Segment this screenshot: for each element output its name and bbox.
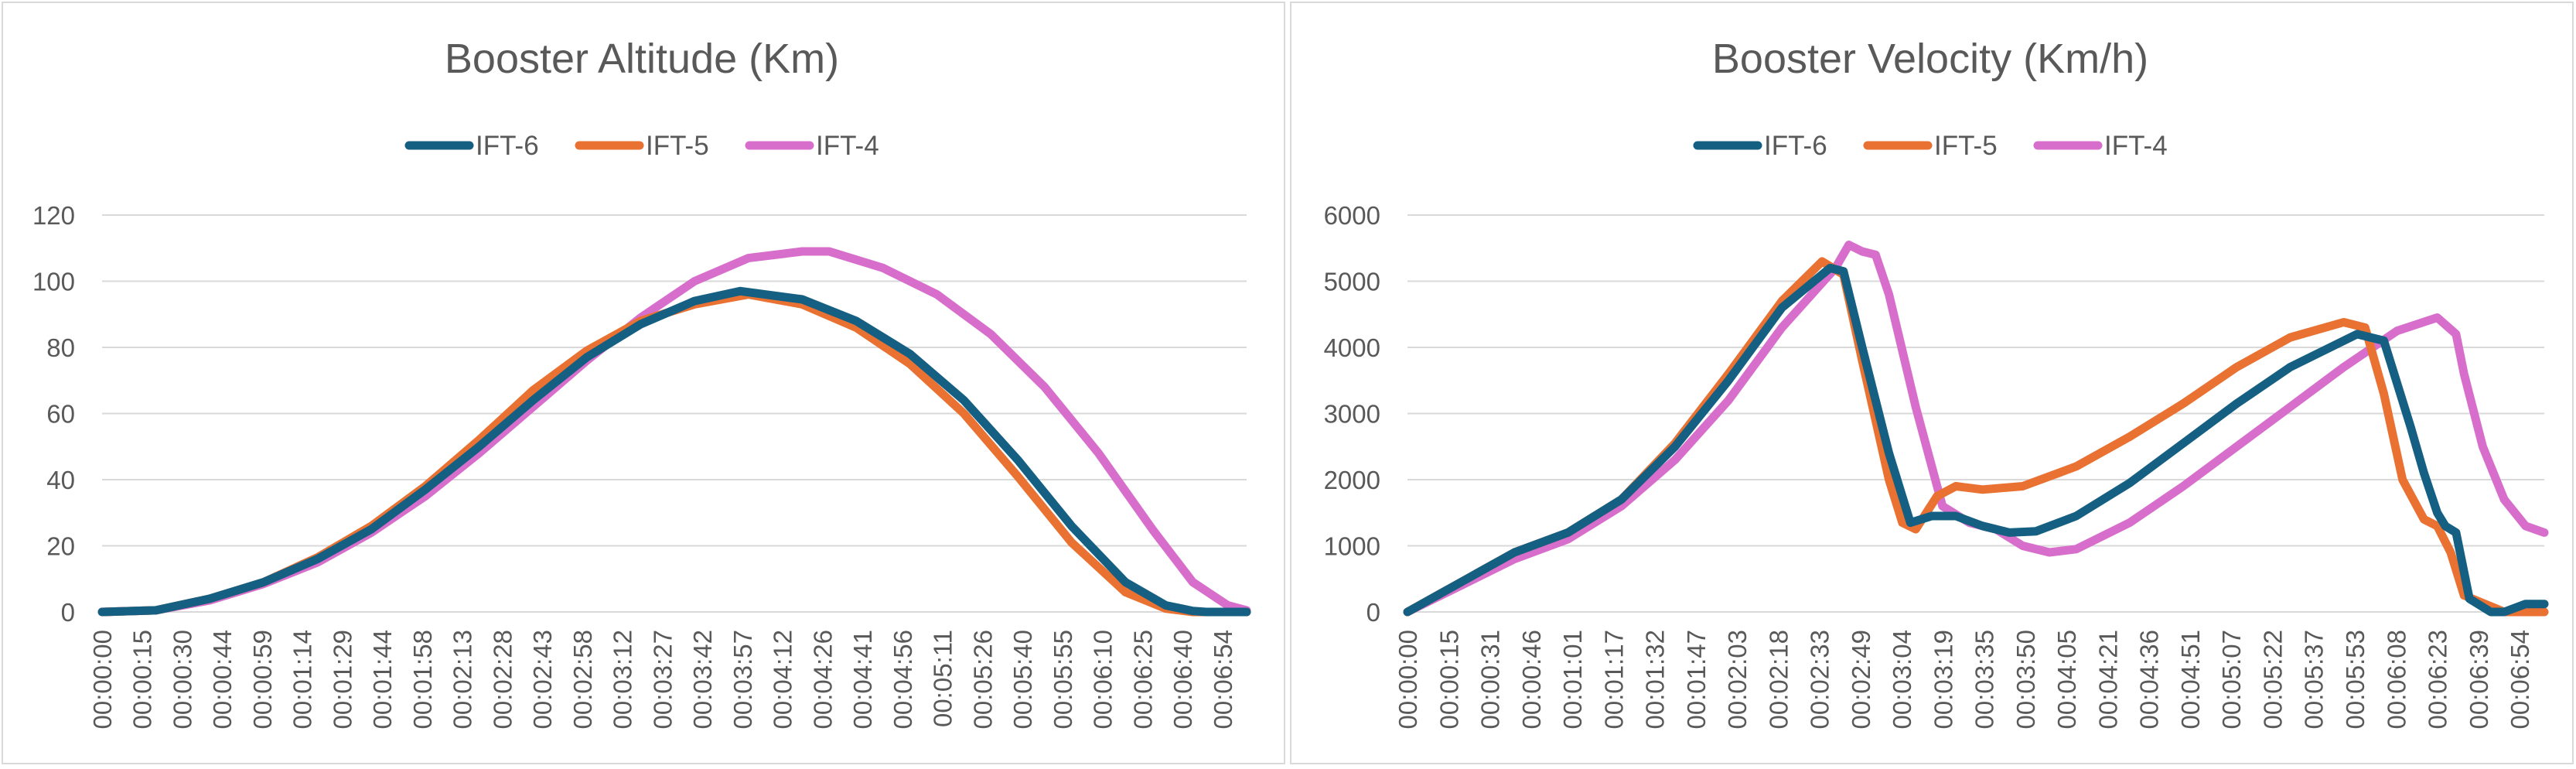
- legend-item: IFT-6: [1693, 131, 1827, 161]
- legend-label: IFT-5: [1934, 131, 1998, 161]
- x-tick-label: 00:05:55: [1049, 630, 1077, 729]
- legend-item: IFT-4: [2033, 131, 2168, 161]
- x-tick-label: 00:05:37: [2300, 630, 2329, 729]
- x-tick-label: 00:04:36: [2135, 630, 2164, 729]
- y-tick-label: 120: [32, 201, 75, 230]
- x-tick-label: 00:02:43: [528, 630, 557, 729]
- legend-item: IFT-5: [1863, 131, 1998, 161]
- x-tick-label: 00:02:58: [568, 630, 597, 729]
- x-tick-label: 00:05:11: [929, 630, 957, 727]
- y-tick-label: 80: [46, 333, 75, 362]
- x-tick-label: 00:05:22: [2258, 630, 2287, 729]
- x-tick-label: 00:01:29: [328, 630, 357, 729]
- x-tick-label: 00:02:28: [488, 630, 517, 729]
- y-tick-label: 5000: [1324, 268, 1380, 296]
- x-tick-label: 00:02:33: [1806, 630, 1834, 729]
- x-tick-label: 00:02:18: [1764, 630, 1793, 729]
- x-tick-label: 00:04:41: [848, 630, 877, 729]
- x-tick-label: 00:04:51: [2176, 630, 2205, 729]
- x-tick-label: 00:01:17: [1599, 630, 1628, 729]
- x-tick-label: 00:01:44: [368, 630, 397, 729]
- x-tick-label: 00:06:54: [1209, 630, 1237, 729]
- x-tick-label: 00:05:26: [968, 630, 997, 729]
- x-tick-label: 00:06:25: [1128, 630, 1157, 729]
- x-tick-label: 00:03:27: [648, 630, 677, 729]
- x-tick-label: 00:00:30: [168, 630, 196, 729]
- legend-label: IFT-4: [2104, 131, 2168, 161]
- altitude-chart: Booster Altitude (Km) IFT-6 IFT-5 IFT-4 0 20 4…: [32, 36, 1251, 729]
- series-line-ift-5: [97, 290, 1251, 617]
- x-tick-label: 00:00:46: [1517, 630, 1546, 729]
- x-tick-label: 00:05:40: [1008, 630, 1037, 729]
- x-tick-label: 00:04:21: [2093, 630, 2122, 729]
- chart-title: Booster Velocity (Km/h): [1712, 36, 2148, 82]
- x-tick-label: 00:04:26: [808, 630, 837, 729]
- legend-label: IFT-4: [816, 131, 879, 161]
- x-tick-label: 00:01:32: [1641, 630, 1670, 729]
- legend-item: IFT-4: [745, 131, 879, 161]
- x-tick-label: 00:06:23: [2424, 630, 2452, 729]
- x-tick-label: 00:02:03: [1723, 630, 1752, 729]
- x-tick-label: 00:03:04: [1888, 630, 1916, 729]
- legend-label: IFT-5: [646, 131, 709, 161]
- x-tick-label: 00:01:01: [1558, 630, 1587, 729]
- x-tick-label: 00:06:08: [2382, 630, 2411, 729]
- x-tick-label: 00:06:40: [1169, 630, 1197, 729]
- x-tick-label: 00:03:19: [1929, 630, 1957, 729]
- legend-label: IFT-6: [476, 131, 539, 161]
- x-tick-label: 00:03:12: [609, 630, 637, 729]
- series-line-ift-4: [1403, 241, 2549, 617]
- x-tick-label: 00:01:58: [408, 630, 437, 729]
- x-tick-label: 00:01:47: [1682, 630, 1711, 729]
- series-line-ift-6: [1403, 263, 2549, 617]
- x-tick-label: 00:05:53: [2341, 630, 2370, 729]
- x-tick-label: 00:00:00: [1394, 630, 1422, 729]
- x-tick-label: 00:01:14: [288, 630, 317, 729]
- y-tick-label: 0: [1366, 598, 1380, 627]
- x-tick-label: 00:03:42: [688, 630, 717, 729]
- y-tick-label: 40: [46, 466, 75, 494]
- legend-item: IFT-6: [404, 131, 539, 161]
- series-line-ift-6: [97, 286, 1251, 617]
- x-tick-label: 00:05:07: [2217, 630, 2246, 729]
- y-tick-label: 0: [61, 598, 75, 627]
- x-tick-label: 00:00:31: [1476, 630, 1505, 729]
- x-tick-label: 00:00:59: [248, 630, 277, 729]
- x-tick-label: 00:02:13: [449, 630, 477, 729]
- x-tick-label: 00:06:10: [1089, 630, 1117, 729]
- x-tick-label: 00:00:44: [208, 630, 237, 729]
- x-tick-label: 00:03:35: [1970, 630, 1999, 729]
- y-tick-label: 6000: [1324, 201, 1380, 230]
- x-tick-label: 00:02:49: [1847, 630, 1875, 729]
- x-tick-label: 00:00:00: [88, 630, 117, 729]
- x-tick-label: 00:00:15: [128, 630, 157, 729]
- x-tick-label: 00:06:54: [2506, 630, 2534, 729]
- x-tick-label: 00:04:56: [889, 630, 917, 729]
- velocity-chart: Booster Velocity (Km/h) IFT-6 IFT-5 IFT-4 0 1…: [1324, 36, 2549, 729]
- altitude-chart-panel: Booster Altitude (Km) IFT-6 IFT-5 IFT-4 0 20 4…: [2, 2, 1285, 764]
- y-tick-label: 2000: [1324, 466, 1380, 494]
- y-tick-label: 3000: [1324, 400, 1380, 429]
- legend-item: IFT-5: [575, 131, 709, 161]
- y-tick-label: 1000: [1324, 532, 1380, 561]
- y-tick-label: 20: [46, 532, 75, 561]
- x-tick-label: 00:00:15: [1435, 630, 1463, 729]
- legend-label: IFT-6: [1764, 131, 1827, 161]
- y-tick-label: 4000: [1324, 333, 1380, 362]
- velocity-chart-panel: Booster Velocity (Km/h) IFT-6 IFT-5 IFT-4 0 1…: [1290, 2, 2574, 764]
- chart-title: Booster Altitude (Km): [445, 36, 839, 82]
- x-tick-label: 00:06:39: [2465, 630, 2493, 729]
- y-tick-label: 60: [46, 400, 75, 429]
- y-tick-label: 100: [32, 268, 75, 296]
- x-tick-label: 00:04:05: [2052, 630, 2081, 729]
- x-tick-label: 00:03:50: [2011, 630, 2040, 729]
- x-tick-label: 00:03:57: [728, 630, 757, 729]
- series-line-ift-5: [1403, 257, 2549, 617]
- x-tick-label: 00:04:12: [769, 630, 797, 729]
